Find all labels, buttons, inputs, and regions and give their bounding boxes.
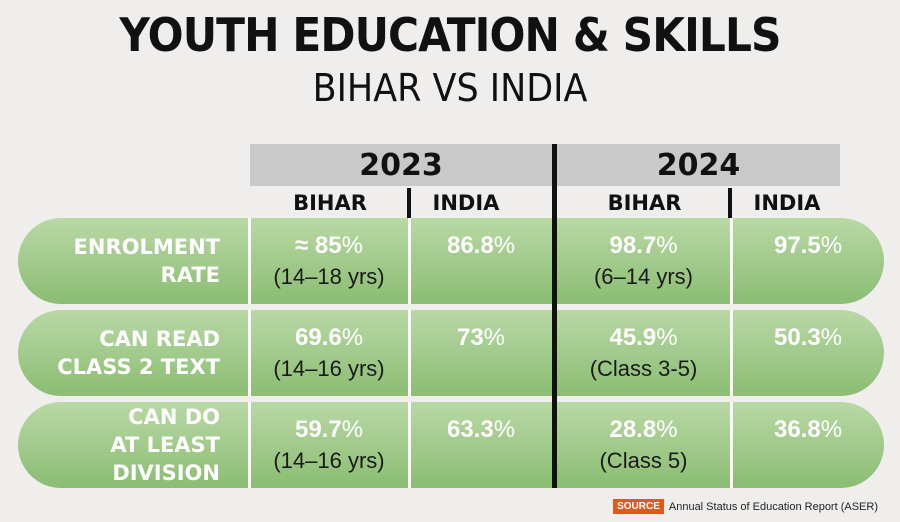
cell-number: 69.6: [294, 324, 342, 351]
cell-note: (Class 3-5): [589, 356, 698, 381]
cell-separator: [730, 402, 733, 488]
cell-separator: [248, 218, 251, 304]
column-header-india-2024: INDIA: [753, 191, 821, 215]
row-label: CAN DO AT LEAST DIVISION: [30, 402, 220, 488]
cell-number: 73: [456, 324, 484, 351]
row-label-line: AT LEAST DIVISION: [110, 433, 220, 485]
table-cell: 98.7% (6–14 yrs): [557, 218, 730, 304]
cell-unit: %: [341, 232, 363, 259]
cell-value: 36.8%: [732, 416, 884, 444]
year-divider: [552, 144, 557, 488]
table-cell: 73%: [410, 310, 552, 396]
row-label: ENROLMENT RATE: [30, 218, 220, 304]
cell-number: 97.5: [773, 232, 821, 259]
cell-unit: %: [493, 416, 516, 443]
cell-separator: [408, 402, 411, 488]
cell-separator: [730, 218, 733, 304]
year-header-2023: 2023: [250, 144, 552, 186]
column-header-india-2023: INDIA: [432, 191, 500, 215]
cell-unit: %: [341, 324, 364, 351]
cell-value: 98.7%: [557, 232, 730, 260]
cell-separator: [408, 310, 411, 396]
cell-unit: %: [820, 324, 843, 351]
year-header-2024: 2024: [557, 144, 840, 186]
table-cell: 28.8% (Class 5): [557, 402, 730, 488]
cell-separator: [248, 402, 251, 488]
chart-subtitle: BIHAR VS INDIA: [312, 66, 588, 110]
cell-separator: [730, 310, 733, 396]
cell-value: 28.8%: [557, 416, 730, 444]
source-text: Annual Status of Education Report (ASER): [668, 500, 878, 513]
table-cell: 63.3%: [410, 402, 552, 488]
column-header-bihar-2023: BIHAR: [293, 191, 367, 215]
table-cell: 97.5%: [732, 218, 884, 304]
cell-unit: %: [493, 232, 516, 259]
cell-value: 59.7%: [250, 416, 408, 444]
table-cell: 69.6% (14–16 yrs): [250, 310, 408, 396]
cell-value: 45.9%: [557, 324, 730, 352]
cell-note: (14–16 yrs): [273, 448, 385, 473]
table-cell: 50.3%: [732, 310, 884, 396]
table-row: [18, 402, 884, 488]
cell-number: 63.3: [446, 416, 494, 443]
row-label-line: CLASS 2 TEXT: [57, 355, 220, 379]
row-label-line: CAN READ: [99, 327, 220, 351]
cell-number: ≈ 85: [295, 232, 342, 259]
chart-title: YOUTH EDUCATION & SKILLS: [119, 8, 781, 62]
cell-unit: %: [656, 416, 678, 443]
cell-separator: [248, 310, 251, 396]
cell-value: ≈ 85%: [250, 232, 408, 260]
cell-unit: %: [341, 416, 364, 443]
cell-value: 63.3%: [410, 416, 552, 444]
cell-number: 59.7: [294, 416, 342, 443]
cell-note: (6–14 yrs): [593, 264, 694, 289]
source-tag: SOURCE: [613, 499, 664, 514]
table-cell: 86.8%: [410, 218, 552, 304]
column-divider: [728, 188, 732, 218]
cell-unit: %: [483, 324, 506, 351]
cell-note: (14–16 yrs): [273, 356, 385, 381]
table-row: [18, 218, 884, 304]
table-cell: 36.8%: [732, 402, 884, 488]
cell-value: 50.3%: [732, 324, 884, 352]
cell-unit: %: [820, 416, 843, 443]
cell-unit: %: [656, 324, 678, 351]
table-cell: 45.9% (Class 3-5): [557, 310, 730, 396]
cell-unit: %: [820, 232, 843, 259]
cell-number: 86.8: [446, 232, 494, 259]
row-label-line: ENROLMENT RATE: [73, 235, 220, 287]
cell-number: 45.9: [609, 324, 657, 351]
column-divider: [407, 188, 411, 218]
table-cell: 59.7% (14–16 yrs): [250, 402, 408, 488]
cell-unit: %: [656, 232, 678, 259]
table-row: [18, 310, 884, 396]
cell-number: 28.8: [609, 416, 657, 443]
cell-number: 98.7: [609, 232, 657, 259]
table-cell: ≈ 85% (14–18 yrs): [250, 218, 408, 304]
cell-note: (Class 5): [599, 448, 688, 473]
cell-value: 97.5%: [732, 232, 884, 260]
cell-value: 69.6%: [250, 324, 408, 352]
cell-note: (14–18 yrs): [273, 264, 385, 289]
source-note: SOURCE Annual Status of Education Report…: [613, 499, 878, 514]
row-label-line: CAN DO: [128, 405, 220, 429]
cell-number: 36.8: [773, 416, 821, 443]
cell-value: 86.8%: [410, 232, 552, 260]
cell-separator: [408, 218, 411, 304]
row-label: CAN READ CLASS 2 TEXT: [30, 310, 220, 396]
column-header-bihar-2024: BIHAR: [607, 191, 682, 215]
cell-value: 73%: [410, 324, 552, 352]
cell-number: 50.3: [773, 324, 821, 351]
